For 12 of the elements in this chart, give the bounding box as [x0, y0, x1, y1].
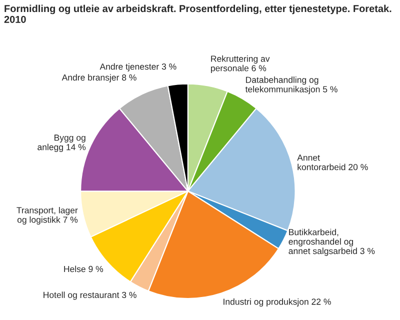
slice-label: Annet kontorarbeid 20 % — [297, 154, 368, 170]
slice-label: Andre bransjer 8 % — [62, 74, 136, 82]
slice-label: Industri og produksjon 22 % — [224, 298, 331, 307]
slice-label: Hotell og restaurant 3 % — [44, 292, 136, 300]
slice-label: Rekruttering av personale 6 % — [211, 55, 270, 74]
chart-title: Formidling og utleie av arbeidskraft. Prosentfordeling, etter tjenestetype. Foretak. 2010 — [4, 4, 392, 23]
slice-label: Andre tjenester 3 % — [100, 63, 176, 72]
slice-label: Bygg og anlegg 14 % — [38, 134, 86, 152]
slice-label: Transport, lager og logistikk 7 % — [16, 206, 78, 225]
slice-label: Helse 9 % — [64, 266, 104, 272]
slice-label: Databehandling og telekommunikasjon 5 % — [245, 76, 338, 94]
slice-label: Butikkarbeid, engroshandel og annet salgsarbeid 3 % — [288, 228, 375, 256]
